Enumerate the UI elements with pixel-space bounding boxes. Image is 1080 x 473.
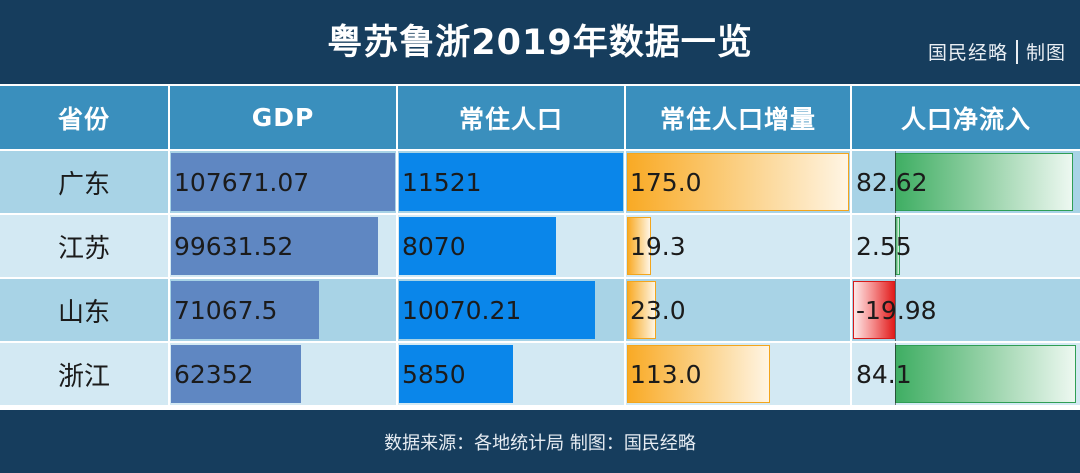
inflow-bar [895,345,1076,403]
gdp-bar [171,345,301,403]
gdp-value: 62352 [174,359,254,389]
header-province: 省份 [0,86,168,149]
gdp-bar [171,153,395,211]
header-population: 常住人口 [398,86,624,149]
inflow-axis [895,279,896,341]
inflow-value: 2.55 [856,231,912,261]
brand-name: 国民经略 [927,42,1008,64]
province-label: 广东 [57,169,110,200]
increase-value: 175.0 [630,167,702,197]
header-increase: 常住人口增量 [626,86,850,149]
population-value: 11521 [402,167,482,197]
header-gdp: GDP [170,86,396,149]
inflow-axis [895,343,896,405]
population-bar [399,153,623,211]
brand-divider [1015,40,1018,64]
inflow-value: 84.1 [856,359,912,389]
increase-bar [627,153,849,211]
chart-title: 粤苏鲁浙2019年数据一览 [327,23,753,63]
inflow-axis [895,215,896,277]
population-bar [399,217,556,275]
increase-value: 23.0 [630,295,686,325]
gdp-bar [171,281,319,339]
population-bar [399,281,595,339]
population-value: 5850 [402,359,466,389]
footer-source: 数据来源：各地统计局 制图：国民经略 [0,410,1080,473]
brand-tag: 制图 [1025,42,1066,64]
title-bar: 粤苏鲁浙2019年数据一览 国民经略 制图 [0,0,1080,84]
increase-bar [627,281,657,339]
province-label: 山东 [57,297,110,328]
gdp-bar [171,217,379,275]
inflow-value: 82.62 [856,167,928,197]
population-value: 8070 [402,231,466,261]
gdp-value: 99631.52 [174,231,294,261]
inflow-value: -19.98 [856,295,937,325]
column-divider [850,86,852,408]
province-label: 浙江 [57,361,110,392]
province-label: 江苏 [57,233,110,264]
increase-bar [627,217,652,275]
column-divider [624,86,626,408]
column-divider [168,86,170,408]
header-inflow: 人口净流入 [852,86,1080,149]
brand-mark: 国民经略 制图 [928,38,1066,65]
inflow-axis [895,151,896,213]
population-value: 10070.21 [402,295,522,325]
increase-value: 19.3 [630,231,686,261]
population-bar [399,345,513,403]
gdp-value: 107671.07 [174,167,310,197]
increase-bar [627,345,771,403]
column-divider [396,86,398,408]
inflow-bar [853,281,895,339]
increase-value: 113.0 [630,359,702,389]
gdp-value: 71067.5 [174,295,278,325]
